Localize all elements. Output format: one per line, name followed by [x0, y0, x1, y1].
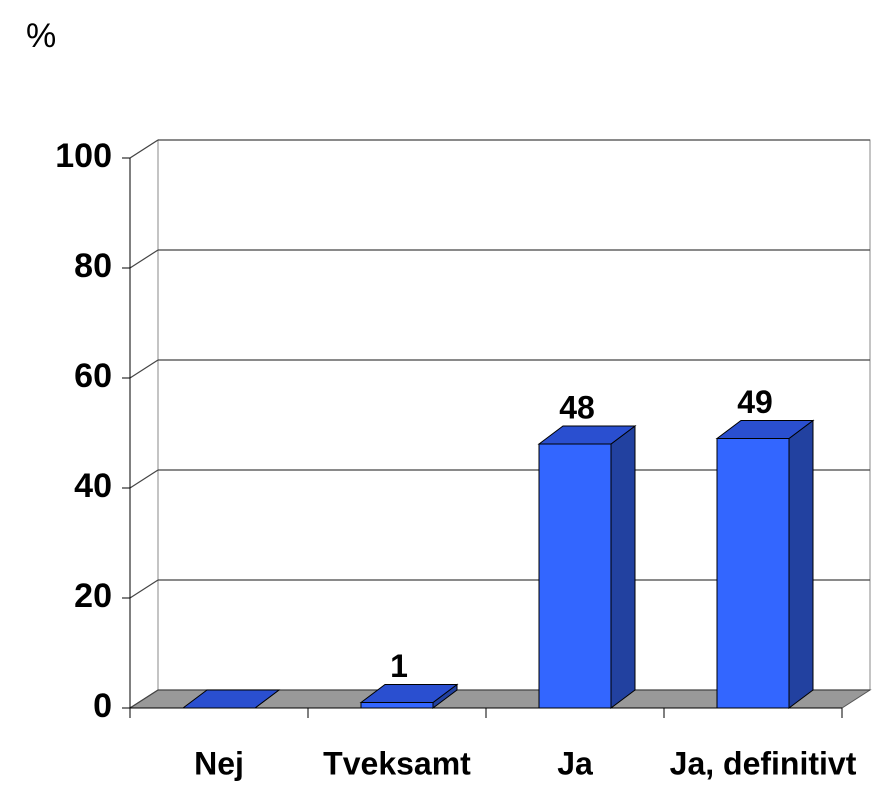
- grid-line-side: [129, 139, 159, 159]
- y-tick-label: 20: [74, 577, 112, 615]
- bar: [359, 683, 459, 709]
- y-tick-label: 60: [74, 357, 112, 395]
- bar-side: [610, 425, 636, 709]
- bar: [715, 419, 815, 709]
- value-label: 1: [390, 648, 408, 684]
- grid-line-side: [129, 579, 159, 599]
- x-tick-label: Ja: [557, 745, 593, 781]
- grid-line-side: [129, 359, 159, 379]
- y-tick-label: 100: [55, 137, 112, 175]
- bar: [537, 425, 637, 709]
- side-wall: [129, 139, 159, 709]
- bar-front: [716, 438, 790, 709]
- bar: [181, 689, 281, 709]
- bar-side: [788, 419, 814, 709]
- y-axis-label: %: [26, 17, 56, 55]
- x-tick-label: Tveksamt: [323, 745, 471, 781]
- bar-front: [538, 443, 612, 709]
- y-tick-label: 40: [74, 467, 112, 505]
- grid-line-side: [129, 469, 159, 489]
- y-tick-label: 0: [93, 687, 112, 725]
- value-label: 48: [559, 389, 595, 425]
- grid-line-side: [129, 689, 159, 709]
- x-tick-label: Ja, definitivt: [670, 745, 857, 781]
- y-tick-label: 80: [74, 247, 112, 285]
- grid-line-side: [129, 249, 159, 269]
- x-tick-label: Nej: [194, 745, 244, 781]
- value-label: 49: [737, 384, 773, 420]
- bar-front: [360, 702, 434, 709]
